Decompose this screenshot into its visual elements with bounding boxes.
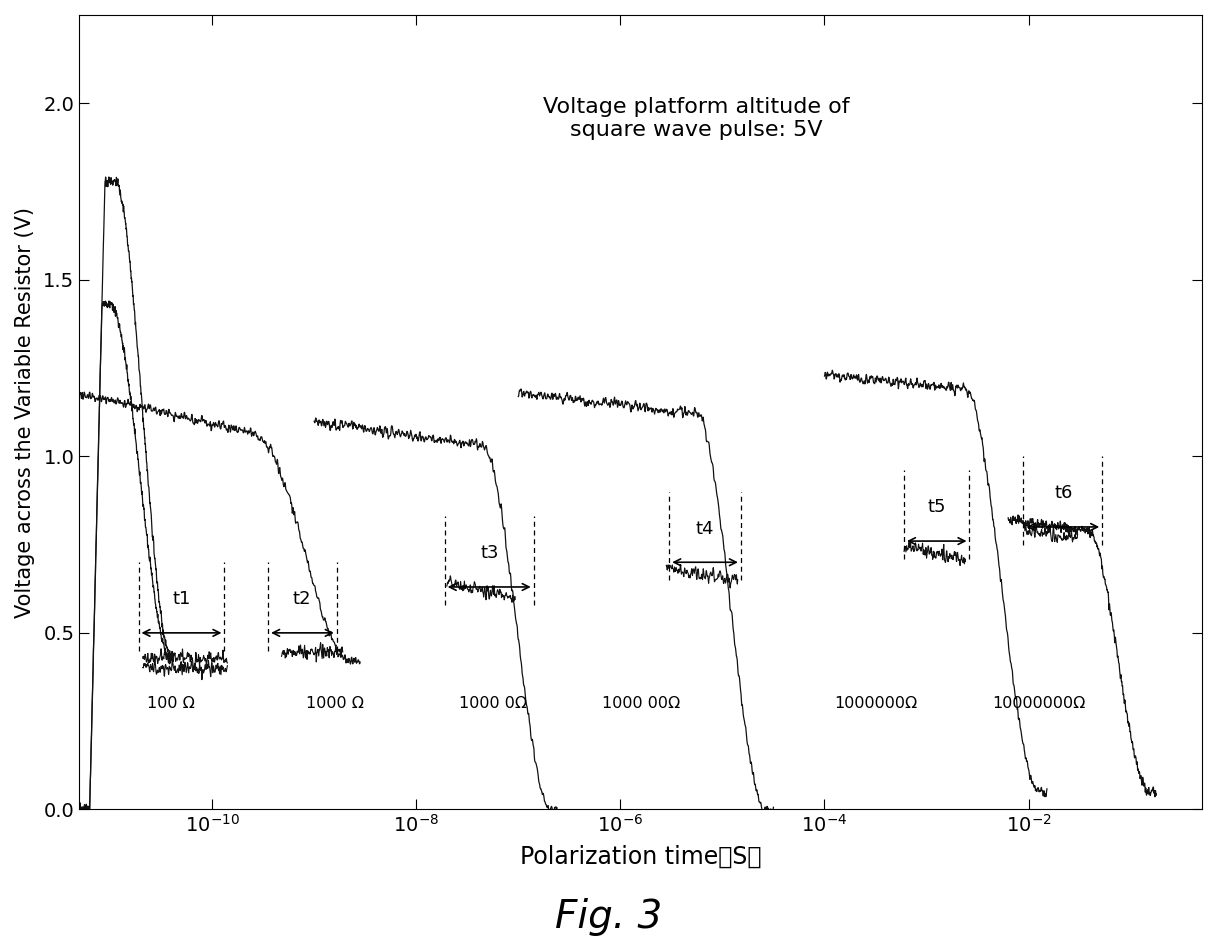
Text: t6: t6 bbox=[1054, 484, 1072, 503]
Text: t4: t4 bbox=[696, 520, 714, 538]
X-axis label: Polarization time（S）: Polarization time（S） bbox=[520, 845, 762, 868]
Text: 10000000Ω: 10000000Ω bbox=[992, 696, 1086, 712]
Text: Fig. 3: Fig. 3 bbox=[555, 898, 662, 936]
Y-axis label: Voltage across the Variable Resistor (V): Voltage across the Variable Resistor (V) bbox=[15, 207, 35, 618]
Text: Voltage platform altitude of
square wave pulse: 5V: Voltage platform altitude of square wave… bbox=[544, 97, 851, 140]
Text: 100 Ω: 100 Ω bbox=[147, 696, 195, 712]
Text: 1000 Ω: 1000 Ω bbox=[305, 696, 364, 712]
Text: 1000000Ω: 1000000Ω bbox=[834, 696, 918, 712]
Text: 1000 0Ω: 1000 0Ω bbox=[459, 696, 527, 712]
Text: t2: t2 bbox=[292, 590, 312, 608]
Text: t3: t3 bbox=[481, 544, 499, 562]
Text: 1000 00Ω: 1000 00Ω bbox=[601, 696, 680, 712]
Text: t1: t1 bbox=[173, 590, 191, 608]
Text: t5: t5 bbox=[927, 499, 946, 517]
